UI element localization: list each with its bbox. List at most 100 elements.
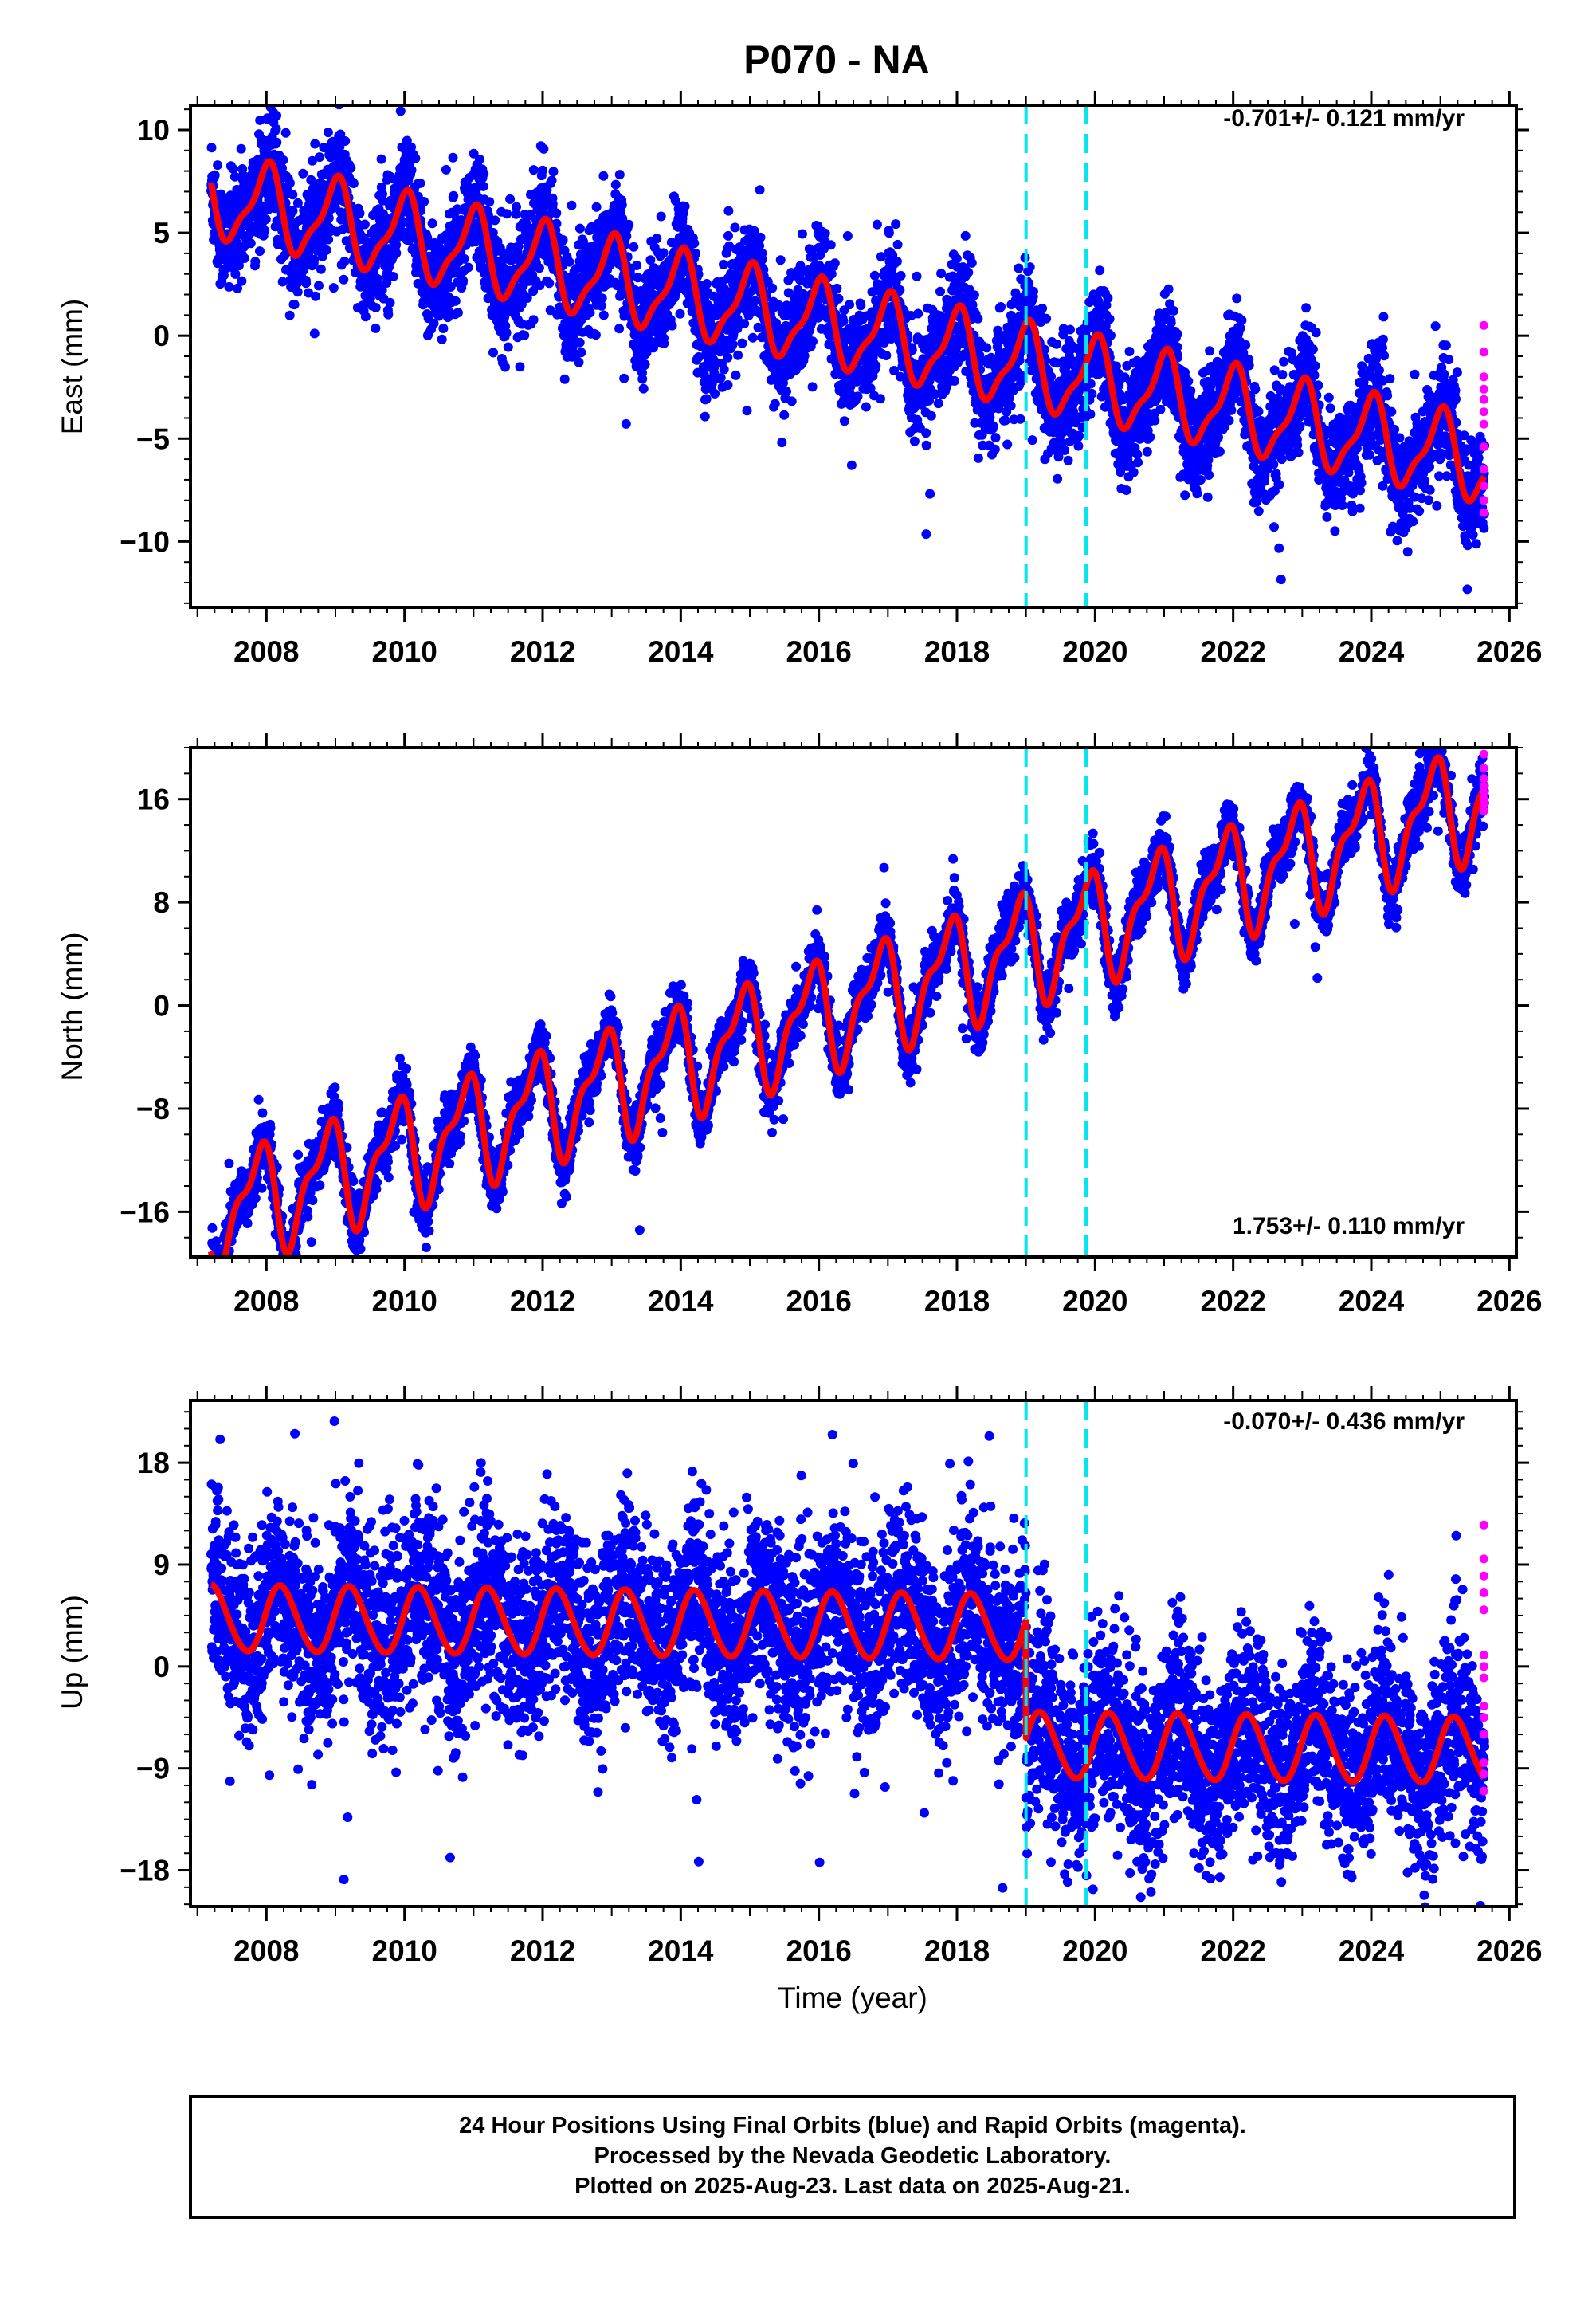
- east-point: [228, 164, 238, 174]
- east-point: [742, 406, 752, 416]
- east-point: [871, 360, 881, 371]
- east-point: [449, 190, 459, 201]
- east-point: [250, 257, 261, 267]
- east-point: [520, 330, 530, 340]
- east-point: [739, 319, 750, 329]
- east-point: [474, 154, 484, 164]
- east-point: [960, 230, 971, 241]
- east-point: [710, 388, 720, 399]
- east-point: [559, 374, 570, 384]
- east-point: [574, 223, 585, 234]
- east-point: [912, 271, 922, 281]
- east-point: [1041, 313, 1052, 324]
- east-point: [1002, 439, 1013, 450]
- east-point: [990, 444, 1000, 454]
- east-point: [500, 362, 510, 372]
- east-point: [680, 201, 690, 211]
- east-point: [963, 267, 974, 277]
- east-point: [438, 324, 449, 333]
- east-point: [278, 155, 288, 165]
- east-point: [284, 310, 295, 320]
- east-point: [730, 222, 740, 233]
- east-point: [538, 165, 547, 175]
- east-point: [309, 254, 320, 265]
- east-point: [597, 293, 607, 304]
- east-point: [501, 328, 512, 338]
- east-point: [272, 137, 282, 147]
- east-point: [388, 272, 398, 281]
- east-point: [339, 257, 350, 266]
- east-point: [1053, 473, 1063, 484]
- east-point: [1074, 430, 1084, 441]
- east-point: [614, 170, 625, 180]
- east-point: [376, 154, 386, 164]
- east-point: [892, 257, 902, 266]
- east-point: [652, 234, 662, 244]
- east-point: [667, 320, 677, 331]
- east-point: [1106, 330, 1116, 340]
- east-point: [807, 382, 818, 392]
- east-final-orbit-points: [206, 0, 1490, 595]
- east-point: [310, 139, 320, 149]
- east-point: [891, 219, 901, 230]
- east-point: [700, 411, 710, 422]
- east-point: [933, 399, 943, 409]
- east-data-layer: [206, 0, 1490, 607]
- east-point: [395, 106, 406, 116]
- east-point: [236, 143, 246, 154]
- east-point: [309, 328, 320, 339]
- east-point: [328, 283, 339, 293]
- east-point: [757, 254, 767, 265]
- east-point: [719, 364, 729, 375]
- east-point: [825, 240, 836, 250]
- east-point: [371, 303, 381, 312]
- east-point: [567, 200, 577, 210]
- east-point: [277, 163, 287, 173]
- east-point: [277, 277, 288, 287]
- east-point: [982, 343, 992, 353]
- east-point: [892, 239, 903, 249]
- east-point: [716, 373, 726, 383]
- east-point: [861, 402, 871, 412]
- east-point: [820, 228, 830, 238]
- east-point: [1065, 324, 1075, 335]
- east-point: [770, 399, 780, 409]
- east-point: [617, 200, 627, 210]
- east-point: [245, 238, 256, 249]
- east-point: [935, 286, 945, 296]
- east-point: [702, 279, 712, 289]
- east-point: [872, 219, 882, 230]
- east-point: [990, 433, 1001, 443]
- east-point: [427, 218, 437, 229]
- east-point: [869, 270, 880, 281]
- east-point: [459, 253, 469, 264]
- east-point: [967, 257, 977, 268]
- east-point: [936, 269, 947, 279]
- east-point: [896, 270, 906, 281]
- east-point: [574, 337, 585, 348]
- east-point: [323, 128, 333, 138]
- east-point: [782, 387, 791, 397]
- east-point: [224, 281, 234, 292]
- east-point: [544, 278, 555, 289]
- east-point: [256, 0, 265, 10]
- east-point: [846, 460, 857, 470]
- east-point: [856, 300, 866, 311]
- east-point: [410, 153, 421, 163]
- east-point: [1014, 263, 1024, 273]
- east-point: [1124, 347, 1135, 356]
- east-point: [1121, 485, 1131, 495]
- east-point: [574, 357, 584, 367]
- east-point: [1063, 455, 1073, 465]
- east-point: [229, 171, 240, 182]
- east-point: [503, 342, 513, 352]
- east-point: [502, 209, 512, 219]
- east-point: [391, 240, 402, 250]
- east-point: [233, 283, 242, 293]
- east-point: [1015, 414, 1025, 424]
- east-point: [610, 179, 621, 190]
- east-point: [441, 164, 451, 175]
- east-point: [1150, 415, 1160, 426]
- east-point: [558, 235, 568, 245]
